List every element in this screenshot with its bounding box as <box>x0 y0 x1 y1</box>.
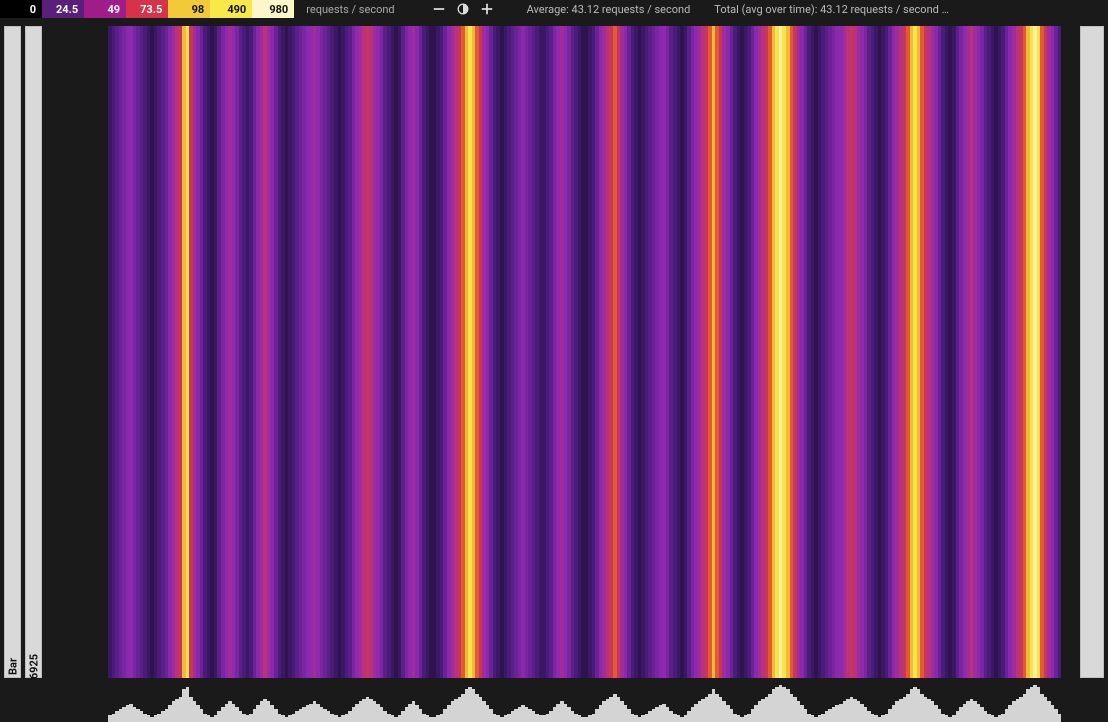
legend-swatch[interactable]: 24.5 <box>42 0 84 18</box>
spark-bar <box>1058 714 1062 722</box>
zoom-out-button[interactable] <box>427 0 451 18</box>
heatmap-panel[interactable] <box>108 26 1060 678</box>
zoom-in-button[interactable] <box>475 0 499 18</box>
color-legend: 024.54973.598490980 <box>0 0 294 18</box>
legend-swatch[interactable]: 980 <box>252 0 294 18</box>
sparkline-panel[interactable] <box>108 684 1060 722</box>
toolbar: 024.54973.598490980 requests / second Av… <box>0 0 1108 18</box>
legend-swatch[interactable]: 73.5 <box>126 0 168 18</box>
legend-swatch[interactable]: 98 <box>168 0 210 18</box>
left-rail-count[interactable]: 6925 <box>25 26 42 678</box>
stat-total: Total (avg over time): 43.12 requests / … <box>714 3 949 16</box>
unit-label: requests / second <box>294 0 406 18</box>
contrast-icon[interactable] <box>451 0 475 18</box>
right-rail[interactable] <box>1080 26 1104 678</box>
left-rail-type[interactable]: Bar <box>4 26 21 678</box>
legend-swatch[interactable]: 49 <box>84 0 126 18</box>
stat-average: Average: 43.12 requests / second <box>527 3 691 16</box>
legend-swatch[interactable]: 490 <box>210 0 252 18</box>
stats-readout: Average: 43.12 requests / second Total (… <box>513 0 949 18</box>
left-rail-count-label: 6925 <box>27 654 40 679</box>
heatmap-column <box>1058 26 1062 678</box>
left-rail-type-label: Bar <box>6 658 19 675</box>
legend-swatch[interactable]: 0 <box>0 0 42 18</box>
